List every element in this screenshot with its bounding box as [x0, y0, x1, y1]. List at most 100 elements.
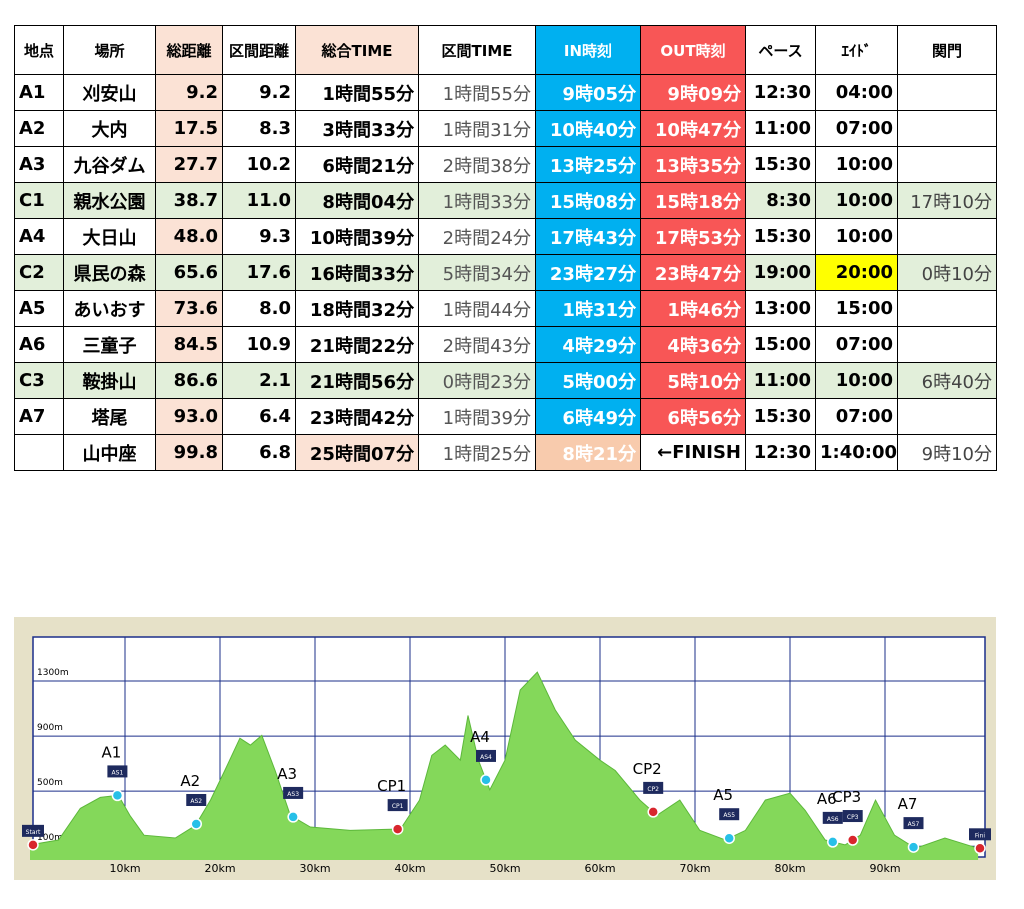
- table-cell: 8.3: [222, 110, 296, 147]
- marker-icon: [846, 834, 859, 846]
- marker-label: A6: [817, 790, 837, 808]
- marker-icon: [723, 832, 735, 844]
- marker-badge-text: AS1: [112, 769, 124, 776]
- table-cell: 15:00: [815, 290, 898, 327]
- table-row: A5 あいおす 73.6 8.0 18時間32分 1時間44分 1時31分 1時46分 13:0…: [14, 290, 997, 327]
- marker-label: A5: [713, 786, 733, 804]
- marker-badge: [643, 781, 664, 794]
- y-tick-label: 900m: [37, 723, 63, 733]
- schedule-table: 地点 場所 総距離 区間距離 総合TIME 区間TIME IN時刻 OUT時刻 ペース ｴｲﾄﾞ関…: [14, 25, 997, 471]
- table-cell: 73.6: [155, 290, 223, 327]
- table-cell: 4時36分: [640, 326, 746, 363]
- table-cell: 15:00: [745, 326, 816, 363]
- table-cell: 0時10分: [897, 254, 997, 291]
- table-cell: 1時間31分: [418, 110, 536, 147]
- table-cell: C3: [14, 362, 64, 399]
- table-cell: 17.5: [155, 110, 223, 147]
- table-cell: 65.6: [155, 254, 223, 291]
- marker-icon: [190, 818, 202, 830]
- table-cell: 9時05分: [535, 74, 641, 111]
- table-cell: 2.1: [222, 362, 296, 399]
- table-cell: 07:00: [815, 326, 898, 363]
- table-cell: 10:00: [815, 182, 898, 219]
- table-body: A1 刈安山 9.2 9.2 1時間55分 1時間55分 9時05分 9時09分 12:30 04…: [14, 74, 997, 471]
- marker-badge-text: AS4: [480, 754, 492, 761]
- table-cell: [897, 146, 997, 183]
- table-cell: 塔尾: [63, 398, 156, 435]
- x-tick-label: 60km: [584, 862, 615, 875]
- table-cell: 13:00: [745, 290, 816, 327]
- column-header: 総距離: [155, 25, 223, 75]
- marker-badge-text: AS5: [723, 812, 735, 819]
- marker-badge-text: AS2: [190, 798, 202, 805]
- table-cell: 九谷ダム: [63, 146, 156, 183]
- table-cell: 9時10分: [897, 434, 997, 471]
- table-cell: 8.0: [222, 290, 296, 327]
- table-cell: 17時53分: [640, 218, 746, 255]
- column-header: 地点: [14, 25, 64, 75]
- marker-label: CP3: [832, 788, 861, 806]
- marker-label: CP2: [633, 760, 662, 778]
- table-cell: 13時25分: [535, 146, 641, 183]
- table-cell: 9.2: [222, 74, 296, 111]
- table-cell: A2: [14, 110, 64, 147]
- x-tick-label: 70km: [679, 862, 710, 875]
- marker-badge: [283, 786, 304, 799]
- table-cell: 9.2: [155, 74, 223, 111]
- marker-icon: [974, 842, 986, 855]
- table-cell: 10時47分: [640, 110, 746, 147]
- marker-label: A4: [470, 728, 490, 746]
- marker-badge-text: Start: [26, 829, 41, 836]
- x-tick-label: 50km: [489, 862, 520, 875]
- table-cell: A7: [14, 398, 64, 435]
- column-header: IN時刻: [535, 25, 641, 75]
- marker-label: CP1: [377, 777, 406, 795]
- table-cell: 1時31分: [535, 290, 641, 327]
- table-cell: A6: [14, 326, 64, 363]
- table-cell: 11:00: [745, 362, 816, 399]
- marker-badge: [842, 810, 863, 823]
- table-cell: A3: [14, 146, 64, 183]
- table-cell: 10時間39分: [295, 218, 419, 255]
- table-cell: C1: [14, 182, 64, 219]
- marker-badge: [822, 811, 843, 824]
- table-cell: 1時間44分: [418, 290, 536, 327]
- table-cell: 12:30: [745, 434, 816, 471]
- marker-label: A1: [101, 743, 121, 761]
- table-cell: 27.7: [155, 146, 223, 183]
- marker-icon: [480, 774, 492, 786]
- table-cell: あいおす: [63, 290, 156, 327]
- marker-badge: [107, 765, 128, 778]
- marker-badge-text: AS3: [287, 791, 299, 798]
- table-cell: 16時間33分: [295, 254, 419, 291]
- table-cell: 15時18分: [640, 182, 746, 219]
- table-cell: 8時21分: [535, 434, 641, 471]
- marker-badge-text: AS6: [827, 816, 839, 823]
- table-cell: 大内: [63, 110, 156, 147]
- table-row: A4 大日山 48.0 9.3 10時間39分 2時間24分 17時43分 17時53分 15:…: [14, 218, 997, 255]
- table-cell: 2時間43分: [418, 326, 536, 363]
- table-cell: [897, 110, 997, 147]
- column-header: 関門: [897, 25, 997, 75]
- header-row: 地点 場所 総距離 区間距離 総合TIME 区間TIME IN時刻 OUT時刻 ペース ｴｲﾄﾞ関…: [14, 25, 997, 75]
- table-cell: 4時29分: [535, 326, 641, 363]
- table-cell: 6時56分: [640, 398, 746, 435]
- marker-badge: [903, 817, 924, 830]
- table-cell: 99.8: [155, 434, 223, 471]
- table-cell: 48.0: [155, 218, 223, 255]
- x-tick-label: 80km: [774, 862, 805, 875]
- table-row: 山中座 99.8 6.8 25時間07分 1時間25分 8時21分 ←FINISH 12:30…: [14, 434, 997, 471]
- x-tick-label: 10km: [109, 862, 140, 875]
- column-header: ｴｲﾄﾞ: [815, 25, 898, 75]
- table-cell: 1時間25分: [418, 434, 536, 471]
- table-cell: 鞍掛山: [63, 362, 156, 399]
- table-cell: 3時間33分: [295, 110, 419, 147]
- table-cell: 12:30: [745, 74, 816, 111]
- table-row: A6 三童子 84.5 10.9 21時間22分 2時間43分 4時29分 4時36分 15:0…: [14, 326, 997, 363]
- marker-icon: [27, 839, 39, 851]
- marker-badge-text: Fini: [975, 832, 985, 839]
- table-cell: 2時間38分: [418, 146, 536, 183]
- table-cell: 10時40分: [535, 110, 641, 147]
